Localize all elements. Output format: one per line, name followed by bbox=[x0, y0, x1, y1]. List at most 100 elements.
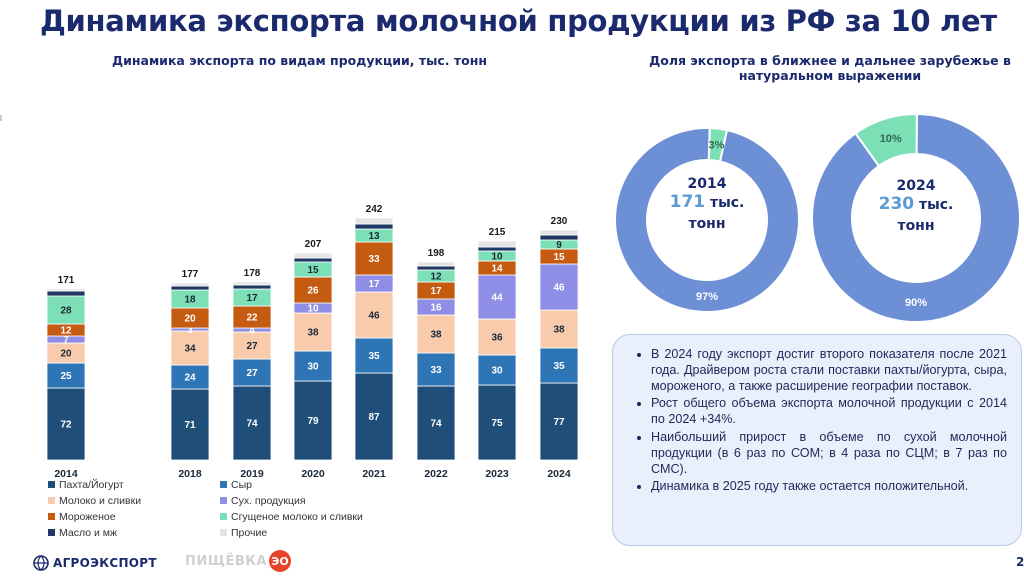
bar-total-label: 230 bbox=[551, 216, 568, 227]
donut-2014-unit: тыс. тонн bbox=[688, 195, 745, 232]
bar-segment bbox=[293, 276, 333, 304]
bar-value-label: 14 bbox=[491, 264, 503, 275]
note-item: Наибольший прирост в объеме по сухой мол… bbox=[651, 430, 1007, 477]
legend-swatch bbox=[48, 497, 55, 504]
bar-value-label: 46 bbox=[368, 311, 380, 322]
legend-label: Сгущеное молоко и сливки bbox=[231, 510, 363, 523]
legend-swatch bbox=[220, 481, 227, 488]
bar-value-label: 7 bbox=[63, 335, 69, 346]
bar-value-label: 71 bbox=[184, 420, 196, 431]
bar-segment bbox=[539, 234, 579, 241]
donut-2014-year: 2014 bbox=[687, 176, 727, 192]
donut-2024-total: 230 bbox=[878, 194, 915, 214]
bar-segment bbox=[293, 380, 333, 461]
donut-slice-label: 3% bbox=[708, 140, 724, 152]
bar-total-label: 171 bbox=[58, 275, 75, 286]
bar-segment bbox=[539, 263, 579, 311]
legend-swatch bbox=[220, 513, 227, 520]
legend-item: Сыр bbox=[220, 478, 420, 491]
bar-value-label: 17 bbox=[368, 279, 380, 290]
donut-2024-unit: тыс. тонн bbox=[897, 197, 954, 234]
bar-total-label: 207 bbox=[305, 239, 322, 250]
bar-total-label: 178 bbox=[244, 268, 261, 279]
bar-value-label: 17 bbox=[430, 286, 442, 297]
x-axis-tick-label: 2024 bbox=[547, 468, 571, 480]
legend-item: Сух. продукция bbox=[220, 494, 420, 507]
bar-value-label: 12 bbox=[60, 326, 72, 337]
bar-value-label: 9 bbox=[556, 240, 562, 251]
bar-segment bbox=[416, 385, 456, 461]
legend-item: Мороженое bbox=[48, 510, 220, 523]
bar-segment bbox=[539, 229, 579, 236]
bar-value-label: 30 bbox=[491, 366, 503, 377]
summary-notes-box: В 2024 году экспорт достиг второго показ… bbox=[612, 334, 1022, 546]
bar-value-label: 17 bbox=[246, 293, 258, 304]
bar-value-label: 46 bbox=[553, 283, 565, 294]
agroexport-globe-icon bbox=[33, 555, 49, 571]
x-axis-tick-label: 2019 bbox=[240, 468, 264, 480]
bar-segment bbox=[354, 291, 394, 339]
bar-value-label: 16 bbox=[430, 303, 442, 314]
agroexport-logo-text: АГРОЭКСПОРТ bbox=[53, 556, 157, 570]
bar-value-label: 33 bbox=[430, 365, 442, 376]
agroexport-logo: АГРОЭКСПОРТ bbox=[33, 555, 157, 571]
bar-segment bbox=[293, 350, 333, 382]
bar-segment bbox=[46, 290, 86, 297]
bar-total-label: 198 bbox=[428, 248, 445, 259]
bar-segment bbox=[416, 265, 456, 271]
x-axis-tick-label: 2022 bbox=[424, 468, 448, 480]
bar-segment bbox=[293, 252, 333, 259]
pishchevka-logo: ПИЩЁВКА ЭО bbox=[185, 550, 291, 572]
bar-value-label: 12 bbox=[430, 272, 442, 283]
donut-slice bbox=[811, 112, 1021, 323]
bar-value-label: 13 bbox=[368, 231, 380, 242]
legend-label: Сыр bbox=[231, 478, 252, 491]
bar-value-label: 35 bbox=[553, 361, 565, 372]
bar-segment bbox=[232, 284, 272, 290]
bar-segment bbox=[170, 388, 210, 461]
legend-label: Масло и мж bbox=[59, 526, 117, 539]
bar-chart-legend: Пахта/Йогурт Сыр Молоко и сливки Сух. проду… bbox=[48, 478, 428, 539]
donut-slice bbox=[614, 127, 800, 313]
bar-value-label: 44 bbox=[491, 293, 503, 304]
legend-label: Мороженое bbox=[59, 510, 116, 523]
bar-value-label: 22 bbox=[246, 313, 258, 324]
legend-item: Молоко и сливки bbox=[48, 494, 220, 507]
bar-value-label: 20 bbox=[184, 314, 196, 325]
note-item: В 2024 году экспорт достиг второго показ… bbox=[651, 347, 1007, 394]
x-axis-tick-label: 2018 bbox=[178, 468, 202, 480]
stacked-bar-chart: 7225207122817120147124343201817720187427… bbox=[46, 204, 579, 480]
donut-slice-label: 97% bbox=[696, 291, 718, 303]
bar-value-label: 10 bbox=[307, 304, 319, 315]
bar-value-label: 15 bbox=[553, 252, 565, 263]
donut-2024-center: 2024 230 тыс. тонн bbox=[861, 178, 971, 237]
legend-item: Пахта/Йогурт bbox=[48, 478, 220, 491]
bar-value-label: 30 bbox=[307, 362, 319, 373]
bar-total-label: 177 bbox=[182, 269, 199, 280]
bar-segment bbox=[232, 331, 272, 360]
bar-segment bbox=[170, 285, 210, 291]
bar-chart-title: Динамика экспорта по видам продукции, ты… bbox=[112, 53, 488, 68]
bar-value-label: 10 bbox=[491, 252, 503, 263]
legend-swatch bbox=[48, 529, 55, 536]
legend-swatch bbox=[220, 529, 227, 536]
bar-segment bbox=[539, 309, 579, 349]
bar-segment bbox=[477, 274, 517, 320]
legend-swatch bbox=[220, 497, 227, 504]
pishchevka-badge: ЭО bbox=[268, 550, 291, 572]
bar-segment bbox=[539, 382, 579, 461]
bar-value-label: 3 bbox=[187, 325, 193, 336]
bar-segment bbox=[170, 282, 210, 287]
bar-segment bbox=[416, 352, 456, 387]
bar-total-label: 242 bbox=[366, 204, 383, 215]
bar-value-label: 87 bbox=[368, 412, 380, 423]
x-axis-tick-label: 2021 bbox=[362, 468, 386, 480]
bar-segment bbox=[539, 347, 579, 384]
bar-value-label: 38 bbox=[553, 325, 565, 336]
legend-swatch bbox=[48, 481, 55, 488]
bar-value-label: 15 bbox=[307, 265, 319, 276]
bar-value-label: 27 bbox=[246, 341, 258, 352]
bar-segment bbox=[232, 281, 272, 286]
donut-2014-center: 2014 171 тыс. тонн bbox=[652, 176, 762, 235]
bar-value-label: 4 bbox=[249, 326, 255, 337]
